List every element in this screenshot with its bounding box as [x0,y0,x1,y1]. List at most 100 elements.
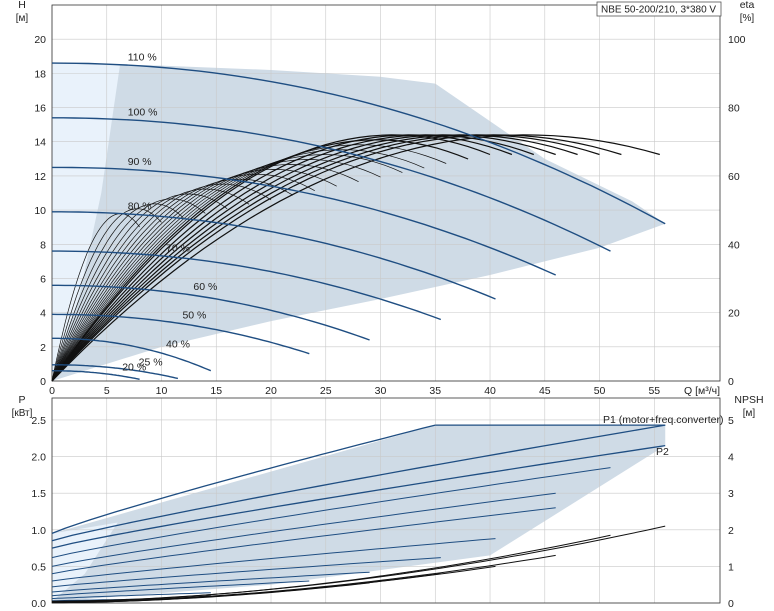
head-curve [52,337,212,372]
y2-tick-label: 1 [728,561,734,573]
power-curve [51,557,441,588]
y2-tick-label: 100 [728,34,746,46]
y2-axis-unit: [%] [740,13,755,24]
power-curve [51,507,556,575]
power-curve [51,580,310,597]
y-tick-label: 4 [40,308,46,320]
head-curves: 110 % 100 % 90 % 80 % 70 % 60 % 50 % 40 %25 %20… [51,52,666,380]
efficiency-curve [51,149,425,382]
axes: 0 2 4 6 8 10 12 14 16 18 20 0 20 40 60 80 100 0 5 10 15 20 25 3… [16,0,755,397]
efficiency-curve [51,169,337,382]
head-efficiency-panel: 110 %100 %90 %80 %70 %60 %50 %40 %25 %20… [16,0,755,397]
y-tick-label: 16 [34,103,46,115]
x-tick-label: 45 [539,385,551,397]
head-curve [52,370,140,380]
npsh-curves [51,525,666,604]
y2-axis-label: NPSH [734,394,763,406]
y-tick-label: 2.0 [31,452,46,464]
efficiency-curve [51,144,447,382]
y-tick-label: 0 [40,376,46,388]
y2-tick-label: 3 [728,488,734,500]
chart-title: NBE 50-200/210, 3*380 V [601,5,716,16]
power-curves [51,424,666,602]
head-curve [52,284,370,341]
efficiency-curve [51,188,250,382]
power-curve [51,444,666,549]
efficiency-curve [51,183,272,382]
power-curve [51,492,556,567]
y-axis-label: H [18,0,26,11]
power-npsh-panel: 0.0 0.5 1.0 1.5 2.0 2.5 0 1 2 3 4 5 P [кВт] NPSH [м] P1 … [12,394,764,610]
speed-label: 40 % [166,339,190,351]
y-tick-label: 10 [34,205,46,217]
speed-label: 100 % [128,106,158,118]
speed-label: 90 % [128,156,152,168]
y-tick-label: 1.0 [31,525,46,537]
y2-tick-label: 20 [728,308,740,320]
y2-tick-label: 40 [728,239,740,251]
y-axis-unit: [кВт] [12,408,33,419]
power-curve [51,592,211,600]
y2-tick-label: 0 [728,598,734,610]
efficiency-curve [51,134,660,382]
y-axis-label: P [18,394,25,406]
y2-tick-label: 5 [728,415,734,427]
plot-frame [51,397,721,604]
x-tick-label: 25 [320,385,332,397]
y2-axis-unit: [м] [743,408,756,419]
y2-tick-label: 4 [728,452,734,464]
y-tick-label: 2.5 [31,415,46,427]
y-tick-label: 18 [34,68,46,80]
plot-frame [51,4,721,382]
power-curve [51,467,611,559]
power-curve [51,571,370,593]
y-tick-label: 0.5 [31,561,46,573]
x-tick-label: 50 [594,385,606,397]
y-tick-label: 8 [40,239,46,251]
title-box: NBE 50-200/210, 3*380 V [596,1,722,17]
power-curve [51,424,666,542]
y2-axis-label: eta [740,0,755,11]
y2-tick-label: 0 [728,376,734,388]
axes: 0.0 0.5 1.0 1.5 2.0 2.5 0 1 2 3 4 5 P [кВт] NPSH [м] P1 … [12,394,764,610]
y-tick-label: 0.0 [31,598,46,610]
envelope-light-zone [52,63,120,381]
speed-label: 110 % [128,52,157,64]
speed-label: 60 % [193,281,217,293]
x-tick-label: 20 [265,385,277,397]
x-tick-label: 40 [484,385,496,397]
y-tick-label: 14 [34,137,46,149]
x-tick-label: 5 [104,385,110,397]
npsh-curve [51,534,611,602]
efficiency-curve [51,159,381,382]
efficiency-curve [51,173,315,382]
y-tick-label: 6 [40,273,46,285]
x-tick-label: 10 [156,385,168,397]
speed-label: 25 % [139,357,163,369]
y-tick-label: 1.5 [31,488,46,500]
efficiency-curve [51,134,622,382]
y-tick-label: 12 [34,171,46,183]
x-tick-label: 30 [375,385,387,397]
power-curve [51,538,496,582]
head-curve [52,250,442,321]
speed-label: 20 % [122,362,146,374]
x-axis-label: Q [м³/ч] [684,385,720,397]
envelope-light-zone [52,522,118,602]
head-curve [52,364,179,380]
head-curve [52,117,611,252]
speed-label: 50 % [182,309,206,321]
y2-tick-label: 60 [728,171,740,183]
p2-series-label: P2 [656,446,669,458]
x-tick-label: 15 [210,385,222,397]
x-tick-label: 35 [429,385,441,397]
head-curve [51,313,310,355]
x-tick-label: 0 [49,385,55,397]
p1-series-label: P1 (motor+freq.converter) [603,414,724,426]
y-tick-label: 20 [34,34,46,46]
efficiency-curve [51,134,600,382]
efficiency-curve [51,193,228,382]
power-curve [51,424,436,535]
npsh-curve [52,595,211,604]
